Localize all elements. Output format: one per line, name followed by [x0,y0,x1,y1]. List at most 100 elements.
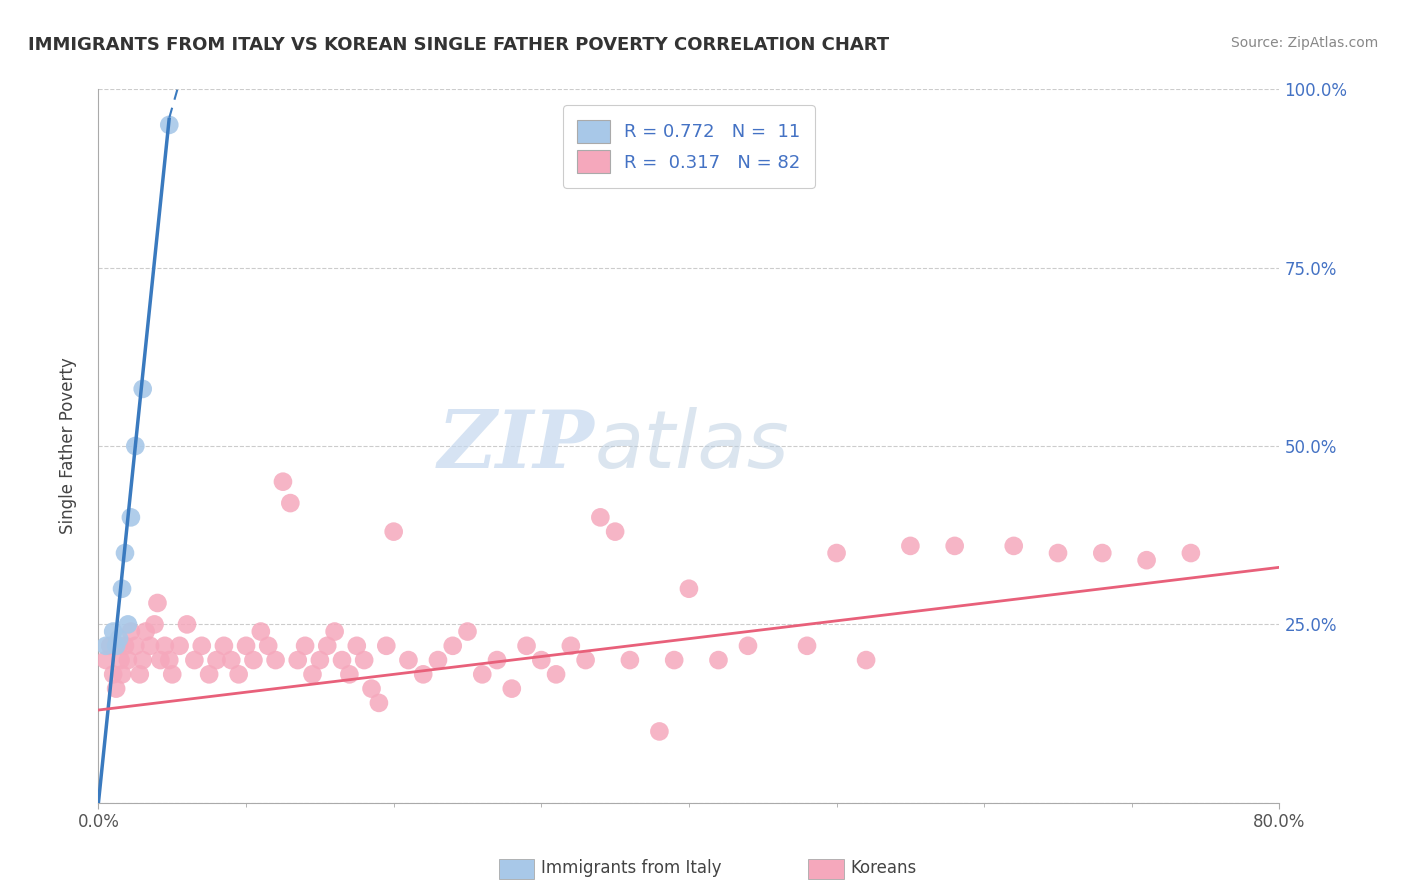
Point [271,475,294,489]
Point [530,653,553,667]
Point [375,639,398,653]
Point [205,653,228,667]
Point [382,524,405,539]
Point [157,653,180,667]
Point [124,439,146,453]
Point [176,617,198,632]
Legend: R = 0.772   N =  11, R =  0.317   N = 82: R = 0.772 N = 11, R = 0.317 N = 82 [562,105,815,188]
Point [169,639,191,653]
Point [111,582,134,596]
Point [456,624,478,639]
Point [139,639,162,653]
Point [132,382,155,396]
Y-axis label: Single Father Poverty: Single Father Poverty [59,358,77,534]
Point [301,667,323,681]
Point [316,639,339,653]
Point [825,546,848,560]
Point [360,681,382,696]
Point [900,539,922,553]
Point [1091,546,1114,560]
Point [605,524,627,539]
Point [114,546,136,560]
Point [330,653,353,667]
Point [441,639,464,653]
Point [515,639,537,653]
Point [212,639,235,653]
Point [103,624,125,639]
Point [108,632,131,646]
Point [250,624,273,639]
Text: IMMIGRANTS FROM ITALY VS KOREAN SINGLE FATHER POVERTY CORRELATION CHART: IMMIGRANTS FROM ITALY VS KOREAN SINGLE F… [28,36,889,54]
Point [396,653,419,667]
Point [153,639,176,653]
Point [110,653,132,667]
Point [287,653,309,667]
Point [619,653,641,667]
Point [471,667,494,681]
Point [120,510,142,524]
Point [943,539,966,553]
Point [589,510,612,524]
Point [353,653,375,667]
Point [98,639,121,653]
Point [855,653,877,667]
Point [120,624,142,639]
Point [162,667,183,681]
Point [560,639,582,653]
Point [346,639,368,653]
Point [574,653,596,667]
Point [339,667,360,681]
Text: atlas: atlas [595,407,789,485]
Point [796,639,818,653]
Point [103,667,125,681]
Point [707,653,730,667]
Point [198,667,221,681]
Point [1002,539,1025,553]
Text: Immigrants from Italy: Immigrants from Italy [541,859,721,877]
Point [228,667,250,681]
Point [368,696,391,710]
Text: Koreans: Koreans [851,859,917,877]
Point [149,653,172,667]
Point [1046,546,1069,560]
Point [94,653,117,667]
Point [737,639,759,653]
Point [1180,546,1202,560]
Point [108,639,131,653]
Point [412,667,434,681]
Point [323,624,346,639]
Point [278,496,302,510]
Point [264,653,287,667]
Point [105,681,128,696]
Point [117,617,139,632]
Point [219,653,242,667]
Point [257,639,280,653]
Point [132,653,155,667]
Point [678,582,700,596]
Point [114,639,136,653]
Text: ZIP: ZIP [437,408,595,484]
Point [191,639,214,653]
Point [146,596,169,610]
Point [1135,553,1157,567]
Point [105,639,128,653]
Point [143,617,166,632]
Point [294,639,316,653]
Point [486,653,509,667]
Point [242,653,264,667]
Point [648,724,671,739]
Point [309,653,332,667]
Point [111,667,134,681]
Point [183,653,205,667]
Point [664,653,686,667]
Point [124,639,146,653]
Point [157,118,180,132]
Point [128,667,150,681]
Point [427,653,450,667]
Point [235,639,257,653]
Point [501,681,523,696]
Point [546,667,568,681]
Point [94,639,117,653]
Point [135,624,157,639]
Point [117,653,139,667]
